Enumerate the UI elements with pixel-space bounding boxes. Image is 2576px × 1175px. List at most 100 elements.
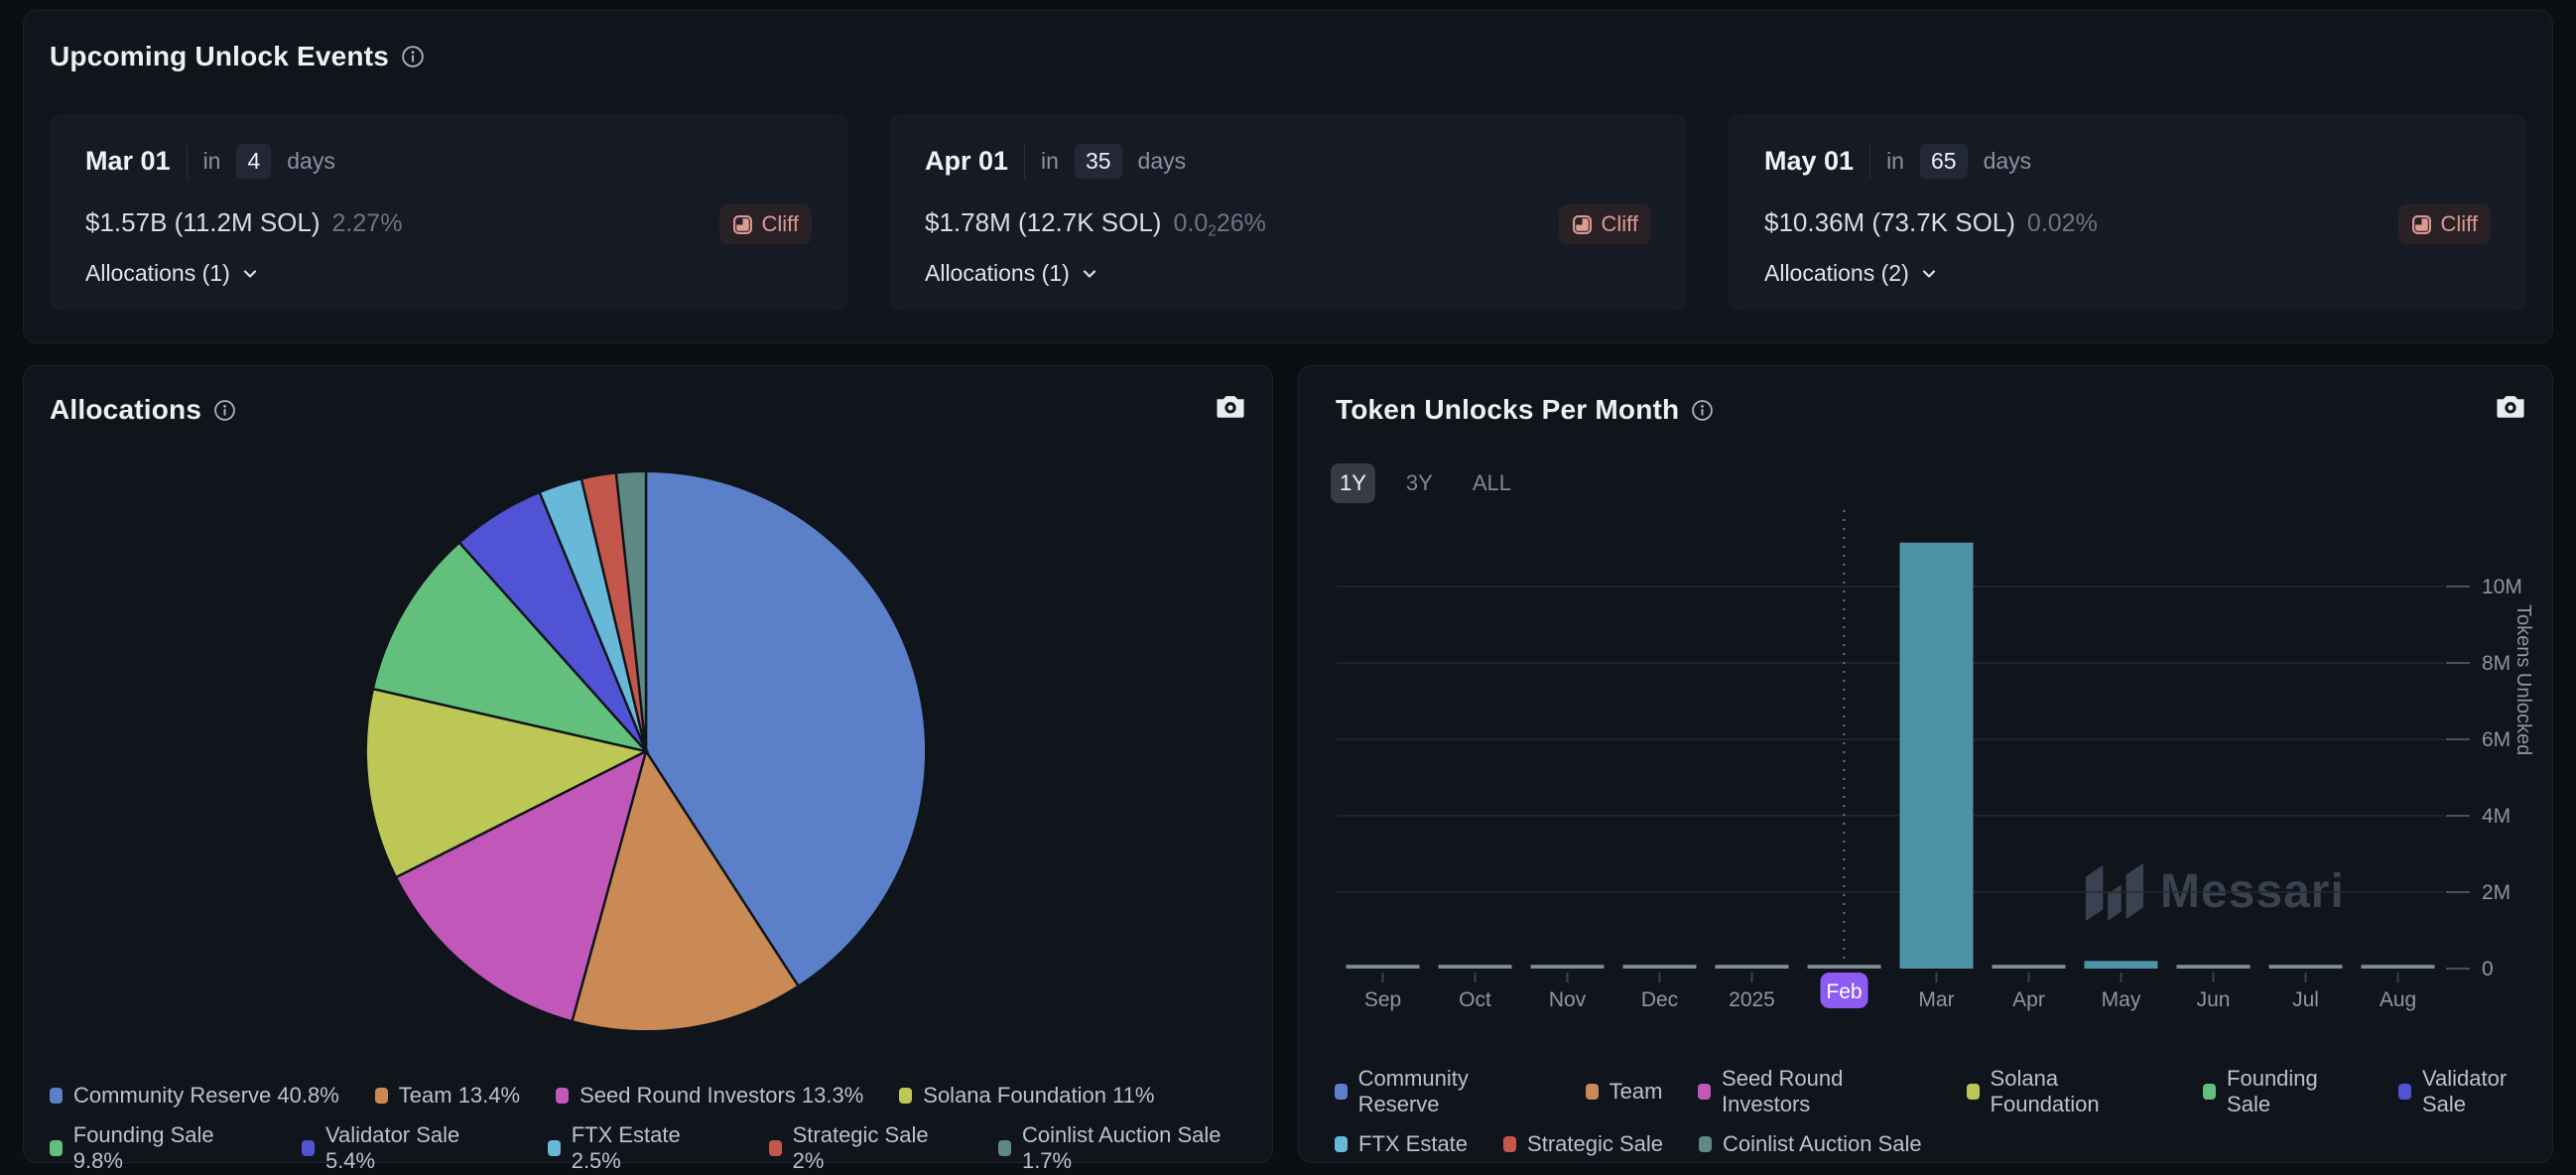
unlock-amount: $1.78M (12.7K SOL) [925, 207, 1162, 238]
legend-item-ftx-estate[interactable]: FTX Estate 2.5% [547, 1122, 733, 1174]
legend-swatch [302, 1140, 315, 1156]
legend-item-founding-sale[interactable]: Founding Sale [2203, 1066, 2363, 1117]
legend-label: Community Reserve 40.8% [73, 1083, 339, 1108]
bar-oct[interactable] [1438, 965, 1512, 969]
legend-swatch [50, 1088, 63, 1104]
legend-label: Solana Foundation 11% [923, 1083, 1155, 1108]
legend-item-ftx-estate[interactable]: FTX Estate [1335, 1131, 1468, 1157]
y-tick-label: 2M [2482, 881, 2511, 904]
divider [1024, 144, 1026, 179]
info-icon[interactable] [213, 399, 236, 422]
cliff-badge: Cliff [1558, 204, 1651, 244]
legend-item-community-reserve[interactable]: Community Reserve 40.8% [50, 1083, 339, 1109]
allocations-expander[interactable]: Allocations (1) [85, 260, 260, 287]
legend-item-validator-sale[interactable]: Validator Sale 5.4% [302, 1122, 512, 1174]
legend-item-strategic-sale[interactable]: Strategic Sale [1503, 1131, 1663, 1157]
legend-row: Community Reserve Team Seed Round Investor… [1335, 1066, 2552, 1117]
upcoming-title-row: Upcoming Unlock Events [50, 41, 425, 72]
current-month-badge [1820, 973, 1868, 1008]
legend-label: Team [1609, 1079, 1663, 1104]
unlock-event-card-apr-01: Apr 01 in 35 days $1.78M (12.7K SOL) 0.0… [889, 114, 1687, 311]
legend-item-coinlist-auction-sale[interactable]: Coinlist Auction Sale [1699, 1131, 1922, 1157]
legend-swatch [2203, 1084, 2217, 1100]
bar-nov[interactable] [1530, 965, 1605, 969]
bar-jul[interactable] [2268, 965, 2343, 969]
legend-item-solana-foundation[interactable]: Solana Foundation [1966, 1066, 2168, 1117]
in-label: in [1041, 148, 1059, 174]
bar-mar[interactable] [1899, 542, 1974, 969]
legend-label: Seed Round Investors [1722, 1066, 1844, 1116]
allocations-expander[interactable]: Allocations (2) [1764, 260, 1939, 287]
legend-row: FTX Estate Strategic Sale Coinlist Auction… [1335, 1131, 2552, 1157]
cliff-icon [2411, 214, 2431, 234]
unlock-amount: $1.57B (11.2M SOL) [85, 207, 321, 238]
messari-logo-icon [2085, 862, 2144, 922]
legend-item-coinlist-auction-sale[interactable]: Coinlist Auction Sale 1.7% [998, 1122, 1272, 1174]
y-axis-label: Tokens Unlocked [2512, 604, 2534, 756]
range-button-3y[interactable]: 3Y [1405, 470, 1433, 495]
legend-item-strategic-sale[interactable]: Strategic Sale 2% [768, 1122, 963, 1174]
days-count: 65 [1919, 144, 1968, 179]
bar-sep[interactable] [1346, 965, 1420, 969]
legend-item-solana-foundation[interactable]: Solana Foundation 11% [899, 1083, 1154, 1109]
unlock-amount: $10.36M (73.7K SOL) [1764, 207, 2015, 238]
pie-slice-founding-sale[interactable] [371, 540, 650, 754]
bar-aug[interactable] [2361, 965, 2435, 969]
legend-item-community-reserve[interactable]: Community Reserve [1335, 1066, 1550, 1117]
cliff-badge: Cliff [2397, 204, 2491, 244]
days-label: days [287, 148, 335, 174]
unlock-percent: 0.02% [2026, 209, 2098, 238]
legend-swatch [1699, 1136, 1713, 1152]
legend-item-seed-round-investors[interactable]: Seed Round Investors [1698, 1066, 1931, 1117]
legend-item-validator-sale[interactable]: Validator Sale [2398, 1066, 2552, 1117]
legend-label: Team 13.4% [398, 1083, 521, 1108]
unlock-event-card-mar-01: Mar 01 in 4 days $1.57B (11.2M SOL) 2.27… [50, 114, 847, 311]
legend-item-seed-round-investors[interactable]: Seed Round Investors 13.3% [556, 1083, 863, 1109]
time-range-selector: 1Y 3Y ALL [1331, 463, 1520, 503]
allocations-expander[interactable]: Allocations (1) [925, 260, 1099, 287]
cliff-icon [1572, 214, 1592, 234]
legend-label: Coinlist Auction Sale [1723, 1131, 1922, 1156]
x-tick-label-may: May [2102, 988, 2141, 1011]
range-button-1y[interactable]: 1Y [1331, 463, 1375, 503]
unlock-date: May 01 [1764, 146, 1855, 176]
x-tick-label-nov: Nov [1549, 988, 1587, 1011]
bar-may[interactable] [2084, 961, 2158, 969]
allocations-panel: Allocations Community Reserve 40.8% Team … [23, 365, 1273, 1173]
in-label: in [1886, 148, 1904, 174]
chevron-down-icon [1083, 269, 1095, 278]
pie-slice-coinlist-auction-sale[interactable] [614, 469, 648, 752]
bar-apr[interactable] [1992, 965, 2066, 969]
unlock-date: Apr 01 [925, 146, 1009, 176]
pie-slice-team[interactable] [570, 748, 801, 1033]
bar-dec[interactable] [1622, 965, 1697, 969]
legend-item-team[interactable]: Team [1585, 1066, 1663, 1117]
legend-item-team[interactable]: Team 13.4% [374, 1083, 521, 1109]
pie-slice-seed-round-investors[interactable] [394, 748, 648, 1023]
info-icon[interactable] [1691, 399, 1714, 422]
camera-icon[interactable] [2495, 392, 2526, 420]
bar-feb[interactable] [1807, 965, 1881, 969]
days-count: 35 [1074, 144, 1122, 179]
x-tick-label-oct: Oct [1459, 988, 1491, 1011]
range-button-all[interactable]: ALL [1472, 470, 1511, 495]
unlock-event-cards: Mar 01 in 4 days $1.57B (11.2M SOL) 2.27… [50, 114, 2526, 311]
bar-2025[interactable] [1715, 965, 1789, 969]
unlock-date: Mar 01 [85, 146, 171, 176]
camera-icon[interactable] [1215, 392, 1246, 420]
legend-label: Strategic Sale [1527, 1131, 1664, 1156]
legend-swatch [998, 1140, 1011, 1156]
x-tick-label-aug: Aug [2380, 988, 2416, 1011]
unlocks-bar-chart: 0 2M 4M 6M 8M 10M Sep Oct Nov Dec 2025 Mar Apr May Jun… [1337, 510, 2522, 1011]
card-date-row: Mar 01 in 4 days [85, 144, 812, 179]
legend-swatch [1966, 1084, 1980, 1100]
x-tick-label-sep: Sep [1364, 988, 1401, 1011]
unlocks-title: Token Unlocks Per Month [1336, 394, 1680, 425]
bar-jun[interactable] [2176, 965, 2251, 969]
legend-item-founding-sale[interactable]: Founding Sale 9.8% [50, 1122, 266, 1174]
legend-label: Solana Foundation [1990, 1066, 2100, 1116]
info-icon[interactable] [401, 45, 425, 68]
legend-swatch [1503, 1136, 1517, 1152]
current-month-badge-label: Feb [1826, 980, 1862, 1003]
legend-label: Founding Sale [2227, 1066, 2318, 1116]
